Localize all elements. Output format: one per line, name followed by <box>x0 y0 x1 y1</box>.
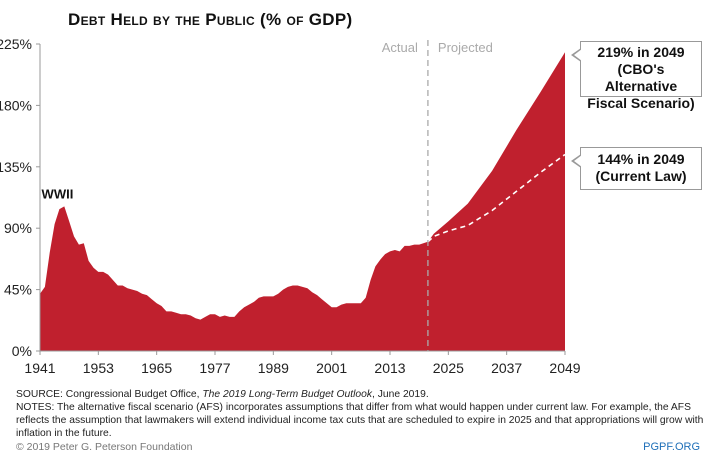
x-tick-label: 2037 <box>491 360 522 376</box>
x-tick-label: 2049 <box>549 360 580 376</box>
afs-callout-line1: 219% in 2049 <box>597 44 685 60</box>
debt-area <box>40 52 565 351</box>
y-tick-label: 225% <box>0 36 32 52</box>
current-law-line <box>427 153 566 243</box>
chart-title: Debt Held by the Public (% of GDP) <box>68 10 353 29</box>
wwii-label: WWII <box>42 186 74 201</box>
afs-callout-line2: (CBO's Alternative <box>604 61 678 94</box>
projected-label: Projected <box>438 40 493 55</box>
current-law-callout: 144% in 2049 (Current Law) <box>571 147 702 190</box>
afs-callout-line3: Fiscal Scenario) <box>587 95 695 111</box>
y-tick-label: 135% <box>0 159 32 175</box>
x-tick-label: 2025 <box>433 360 464 376</box>
afs-callout: 219% in 2049 (CBO's Alternative Fiscal S… <box>571 41 702 111</box>
y-tick-label: 45% <box>4 282 32 298</box>
source-prefix: SOURCE: Congressional Budget Office, <box>16 389 203 400</box>
y-tick-label: 90% <box>4 220 32 236</box>
copyright: © 2019 Peter G. Peterson Foundation <box>16 441 193 453</box>
chart-svg: Actual Projected 0% 45% 90% 135% 180% 225% 1941 1… <box>0 36 581 376</box>
x-tick-label: 1965 <box>141 360 172 376</box>
actual-label: Actual <box>382 40 418 55</box>
y-tick-label: 180% <box>0 97 32 113</box>
site-link[interactable]: PGPF.ORG <box>643 441 700 453</box>
source-note: SOURCE: Congressional Budget Office, The… <box>16 388 706 401</box>
source-title: The 2019 Long-Term Budget Outlook <box>202 389 373 400</box>
current-law-callout-line2: (Current Law) <box>595 168 687 184</box>
x-tick-label: 1977 <box>199 360 230 376</box>
x-tick-label: 2013 <box>374 360 405 376</box>
notes: NOTES: The alternative fiscal scenario (… <box>16 402 704 439</box>
x-tick-label: 1941 <box>24 360 55 376</box>
y-tick-label: 0% <box>12 343 32 359</box>
x-tick-label: 1953 <box>83 360 114 376</box>
x-tick-label: 2001 <box>316 360 347 376</box>
current-law-callout-line1: 144% in 2049 <box>597 151 685 167</box>
source-suffix: , June 2019. <box>372 389 429 400</box>
x-tick-label: 1989 <box>258 360 289 376</box>
